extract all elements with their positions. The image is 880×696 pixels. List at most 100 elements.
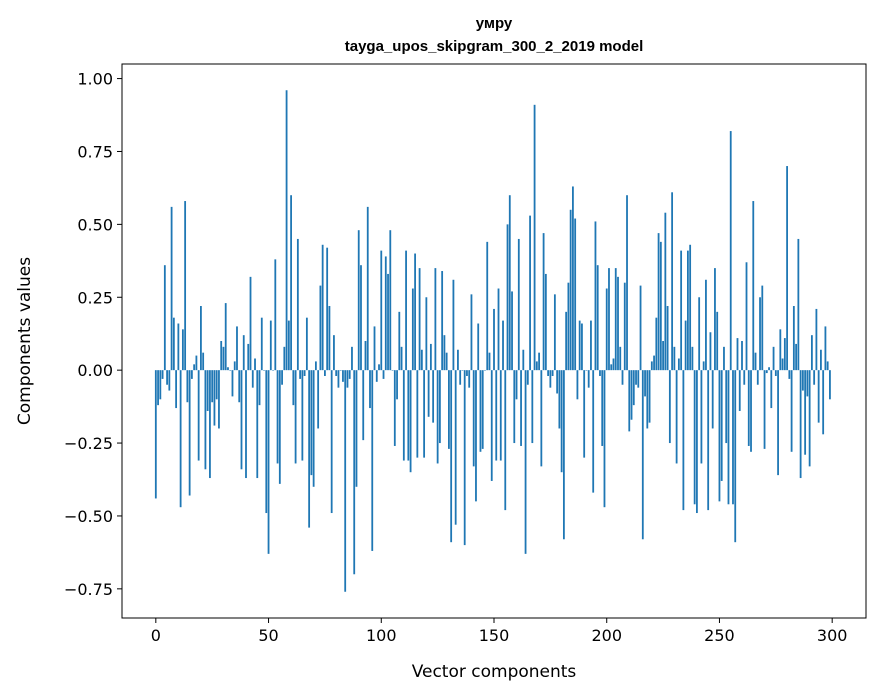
bar: [233, 361, 236, 371]
bar: [578, 320, 581, 371]
y-axis-label: Components values: [15, 257, 35, 425]
bar: [610, 364, 613, 371]
bar: [317, 370, 320, 429]
bar: [592, 370, 595, 493]
bar: [294, 370, 297, 464]
bar: [709, 332, 712, 371]
bar: [727, 370, 730, 505]
bar: [461, 370, 464, 371]
bar: [497, 288, 500, 371]
bar: [420, 349, 423, 371]
bar: [689, 244, 692, 371]
bar: [650, 361, 653, 371]
bar: [515, 370, 518, 400]
bar: [312, 370, 315, 487]
bar: [278, 370, 281, 484]
bar: [691, 346, 694, 371]
bar: [535, 361, 538, 371]
x-tick-label: 0: [151, 626, 161, 645]
bar: [765, 370, 768, 374]
bar: [251, 370, 254, 388]
bar: [790, 370, 793, 452]
bar: [218, 370, 220, 429]
bar: [175, 370, 178, 409]
bar: [526, 370, 529, 385]
x-tick-label: 300: [817, 626, 848, 645]
bar: [468, 370, 471, 388]
x-tick-label: 50: [258, 626, 278, 645]
bar: [369, 370, 371, 409]
bar: [783, 338, 786, 371]
bar: [405, 250, 407, 371]
bar: [154, 370, 157, 499]
bar: [599, 370, 601, 376]
bar: [632, 370, 635, 406]
bar: [720, 370, 723, 481]
bar: [366, 206, 369, 371]
y-tick-label: 0.50: [77, 215, 113, 234]
bar: [820, 349, 822, 371]
bar: [438, 370, 441, 444]
bar: [655, 317, 658, 371]
bar: [245, 370, 247, 479]
bar: [159, 370, 162, 400]
bar: [181, 329, 184, 371]
bar: [326, 247, 329, 371]
bar: [630, 370, 633, 420]
bar: [342, 370, 344, 382]
bar: [718, 370, 721, 502]
bar: [378, 364, 380, 371]
bar: [696, 370, 698, 514]
bar: [734, 370, 737, 543]
y-tick-label: −0.75: [64, 580, 113, 599]
bar: [314, 361, 317, 371]
bar: [612, 358, 615, 371]
bar: [716, 311, 719, 371]
bar: [646, 370, 649, 429]
bar: [409, 370, 412, 473]
bar: [792, 306, 795, 371]
bar: [549, 370, 552, 388]
bar: [308, 370, 311, 528]
bar: [822, 370, 825, 435]
bar: [287, 320, 290, 371]
bar: [290, 195, 292, 371]
bar: [506, 224, 509, 371]
bar: [648, 370, 651, 423]
bar: [355, 370, 358, 487]
bar: [495, 370, 498, 461]
bar: [745, 262, 748, 371]
bar: [364, 341, 367, 371]
bar: [594, 221, 597, 371]
bar: [211, 370, 214, 403]
bar: [229, 370, 232, 371]
bar: [754, 352, 757, 371]
bar: [283, 346, 286, 371]
y-tick-label: −0.25: [64, 434, 113, 453]
chart-title: умру: [476, 15, 513, 32]
bar: [741, 341, 743, 371]
bar: [436, 370, 439, 464]
bar: [675, 370, 678, 464]
chart-subtitle: tayga_upos_skipgram_300_2_2019 model: [345, 38, 644, 55]
bar: [810, 335, 813, 371]
bar: [641, 370, 644, 540]
bar: [481, 370, 484, 449]
bar: [166, 370, 168, 385]
bar: [590, 320, 592, 371]
bar: [682, 370, 685, 511]
bar: [479, 370, 482, 452]
bar: [301, 370, 304, 461]
bar: [429, 343, 432, 371]
bar: [434, 268, 437, 371]
y-tick-label: 0.25: [77, 288, 113, 307]
bar: [335, 370, 338, 376]
bar: [504, 370, 507, 511]
bar: [738, 370, 741, 411]
bar: [576, 370, 579, 400]
y-tick-label: 0.75: [77, 142, 113, 161]
bar: [260, 317, 263, 371]
bar: [725, 370, 728, 444]
x-tick-label: 150: [479, 626, 510, 645]
bar: [310, 370, 313, 476]
